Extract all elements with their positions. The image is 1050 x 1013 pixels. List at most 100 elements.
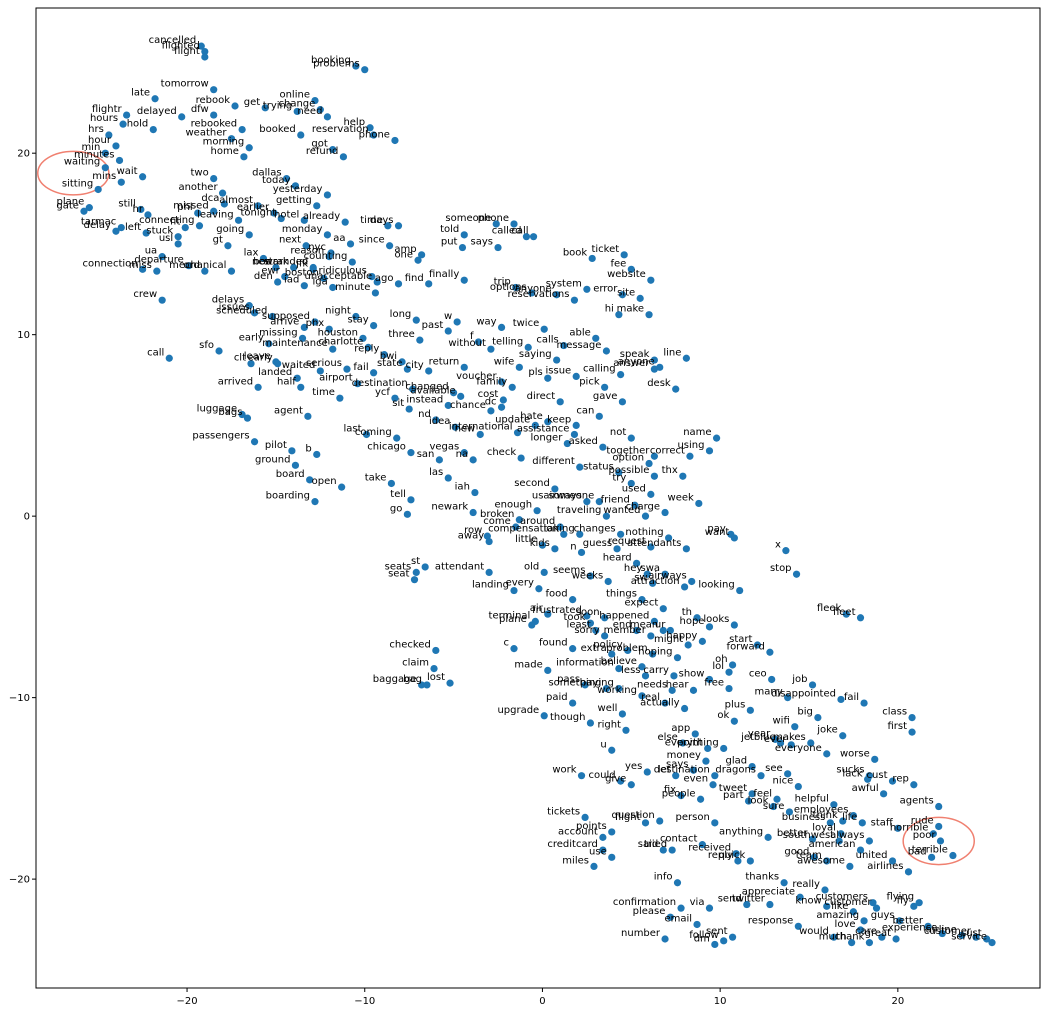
- data-point: [370, 321, 378, 330]
- point-label: different: [532, 456, 575, 467]
- point-label: miss: [129, 260, 152, 271]
- data-point: [705, 675, 714, 684]
- point-label: newark: [431, 502, 468, 513]
- point-label: even: [683, 774, 708, 785]
- data-point: [339, 153, 348, 161]
- data-point: [601, 632, 609, 640]
- point-label: air: [530, 603, 544, 614]
- data-point: [910, 781, 918, 789]
- point-label: past: [422, 320, 444, 331]
- data-point: [849, 811, 858, 820]
- data-point: [627, 781, 635, 789]
- point-label: agents: [900, 796, 934, 807]
- point-label: point: [677, 737, 703, 748]
- y-tick-label: −20: [9, 875, 30, 886]
- point-label: fleek: [817, 603, 842, 614]
- point-label: missed: [173, 200, 208, 211]
- point-label: always: [830, 830, 864, 841]
- point-label: says: [471, 237, 493, 248]
- point-label: possible: [608, 465, 649, 476]
- data-point: [432, 646, 440, 655]
- point-label: ago: [375, 273, 394, 284]
- point-label: info: [654, 872, 673, 883]
- data-point: [785, 808, 794, 816]
- point-label: chance: [450, 400, 486, 411]
- point-label: board: [276, 469, 305, 480]
- point-label: real: [641, 692, 660, 703]
- data-point: [274, 278, 282, 286]
- point-label: wanted: [603, 505, 640, 516]
- point-label: trip: [494, 276, 511, 287]
- data-point: [329, 283, 337, 292]
- data-point: [210, 86, 218, 94]
- point-label: newark: [252, 257, 289, 268]
- data-point: [291, 182, 300, 190]
- data-point: [112, 142, 120, 150]
- point-label: mins: [92, 171, 116, 182]
- data-point: [469, 456, 477, 464]
- point-label: without: [448, 338, 486, 349]
- data-point: [234, 216, 243, 224]
- point-label: can: [576, 405, 594, 416]
- labels-layer: cancelledflightedflightbookingproblemsto…: [56, 35, 987, 944]
- point-label: houston: [318, 327, 358, 338]
- point-label: speak: [620, 349, 650, 360]
- point-label: need: [297, 106, 322, 117]
- point-label: home: [211, 146, 239, 157]
- data-point: [218, 189, 227, 197]
- point-label: leave: [244, 351, 271, 362]
- point-label: ceo: [749, 668, 767, 679]
- point-label: like: [831, 901, 848, 912]
- data-point: [142, 229, 150, 237]
- point-label: waited: [282, 360, 316, 371]
- point-label: phone: [359, 129, 390, 140]
- x-tick-label: 10: [714, 996, 727, 1007]
- point-label: charge: [626, 502, 660, 513]
- data-point: [748, 790, 756, 798]
- point-label: away: [458, 531, 484, 542]
- point-label: believe: [601, 656, 637, 667]
- data-point: [343, 365, 351, 373]
- data-point: [686, 452, 694, 460]
- data-point: [650, 452, 658, 460]
- point-label: used: [622, 483, 646, 494]
- data-point: [577, 548, 586, 557]
- data-point: [915, 899, 923, 907]
- data-point: [682, 354, 690, 362]
- point-label: cust: [961, 928, 982, 939]
- point-label: asked: [569, 436, 598, 447]
- data-point: [261, 104, 269, 112]
- annotation-ellipse-2: [902, 816, 976, 866]
- point-label: three: [388, 329, 414, 340]
- point-label: year: [748, 728, 771, 739]
- data-point: [864, 775, 872, 783]
- data-point: [387, 479, 395, 488]
- data-point: [702, 757, 710, 765]
- data-point: [572, 372, 580, 381]
- data-point: [638, 596, 646, 604]
- data-point: [929, 830, 937, 838]
- point-label: points: [576, 821, 607, 832]
- data-point: [602, 347, 611, 355]
- point-label: see: [765, 763, 783, 774]
- point-label: put: [441, 237, 458, 248]
- data-point: [85, 204, 93, 212]
- point-label: cancelled: [149, 35, 197, 46]
- data-point: [910, 902, 918, 910]
- point-label: wife: [494, 356, 515, 367]
- data-point: [599, 443, 607, 451]
- point-label: yes: [625, 761, 642, 772]
- data-point: [784, 770, 792, 778]
- data-point: [791, 723, 799, 731]
- point-label: missing: [259, 327, 297, 338]
- point-label: option: [612, 453, 644, 464]
- data-point: [711, 940, 719, 949]
- point-label: told: [440, 224, 459, 235]
- point-label: rebooked: [191, 119, 238, 130]
- data-point: [586, 572, 595, 580]
- data-point: [300, 216, 308, 224]
- point-label: forward: [727, 641, 765, 652]
- data-point: [823, 857, 831, 865]
- data-point: [201, 53, 209, 61]
- point-label: care: [855, 926, 877, 937]
